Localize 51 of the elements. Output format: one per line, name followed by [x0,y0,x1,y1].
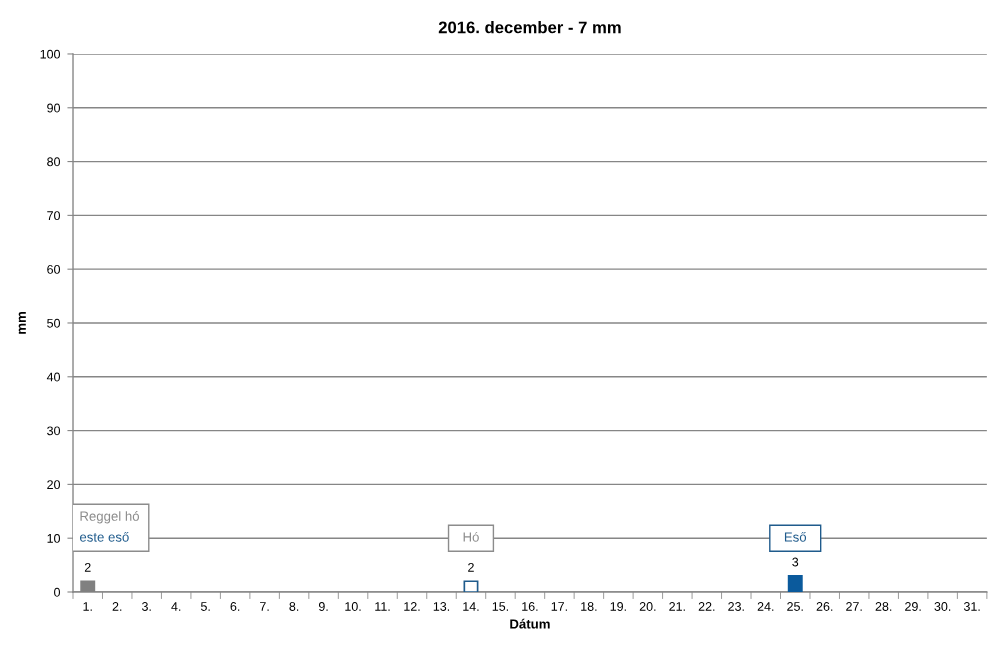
annotation: Hó [463,531,479,542]
data-label: 2 [468,562,474,572]
x-tick-label: 8. [289,602,299,611]
x-tick-label: 18. [581,602,597,611]
x-tick-label: 15. [492,602,508,611]
x-tick-label: 26. [816,602,833,611]
x-tick-label: 28. [875,602,892,611]
data-label: 3 [792,557,799,567]
x-tick-label: 25. [787,602,803,611]
x-tick-label: 12. [404,602,420,611]
x-tick-label: 19. [610,602,626,611]
x-tick-label: 7. [260,602,269,611]
x-tick-label: 27. [846,602,862,611]
x-tick-label: 16. [522,602,538,611]
x-tick-label: 14. [463,602,479,611]
y-axis-title: mm [18,312,26,334]
x-tick-label: 9. [318,602,328,611]
y-tick-label: 80 [47,157,61,167]
data-label: 2 [84,562,91,572]
x-tick-label: 24. [757,602,774,611]
y-tick-label: 10 [47,533,61,543]
x-axis-title: Dátum [510,618,550,629]
y-tick-label: 70 [47,211,61,221]
x-tick-label: 20. [639,602,656,611]
annotation: Eső [784,531,807,542]
x-tick-label: 21. [669,602,685,611]
x-tick-label: 2. [112,602,122,611]
y-tick-label: 0 [54,587,61,597]
x-tick-label: 17. [551,602,567,611]
x-tick-label: 3. [141,602,151,611]
x-tick-label: 11. [375,602,390,611]
x-tick-label: 13. [433,602,450,611]
y-tick-label: 90 [47,103,61,113]
y-tick-label: 20 [47,480,61,490]
x-tick-label: 5. [200,602,210,611]
x-tick-label: 30. [934,602,951,611]
x-tick-label: 22. [698,602,715,611]
y-tick-label: 50 [47,318,61,328]
y-tick-label: 60 [47,264,61,274]
x-tick-label: 6. [230,602,240,611]
x-tick-label: 31. [963,602,980,611]
y-tick-label: 100 [40,49,61,59]
y-tick-label: 30 [47,426,61,436]
x-tick-label: 10. [345,602,361,611]
chart-title: 2016. december - 7 mm [438,21,621,34]
x-tick-label: 4. [171,602,181,611]
x-tick-label: 1. [83,602,92,611]
annotation: Reggel hó este eső [79,510,140,542]
y-tick-label: 40 [46,372,61,382]
x-tick-label: 23. [728,602,744,611]
x-tick-label: 29. [905,602,921,611]
